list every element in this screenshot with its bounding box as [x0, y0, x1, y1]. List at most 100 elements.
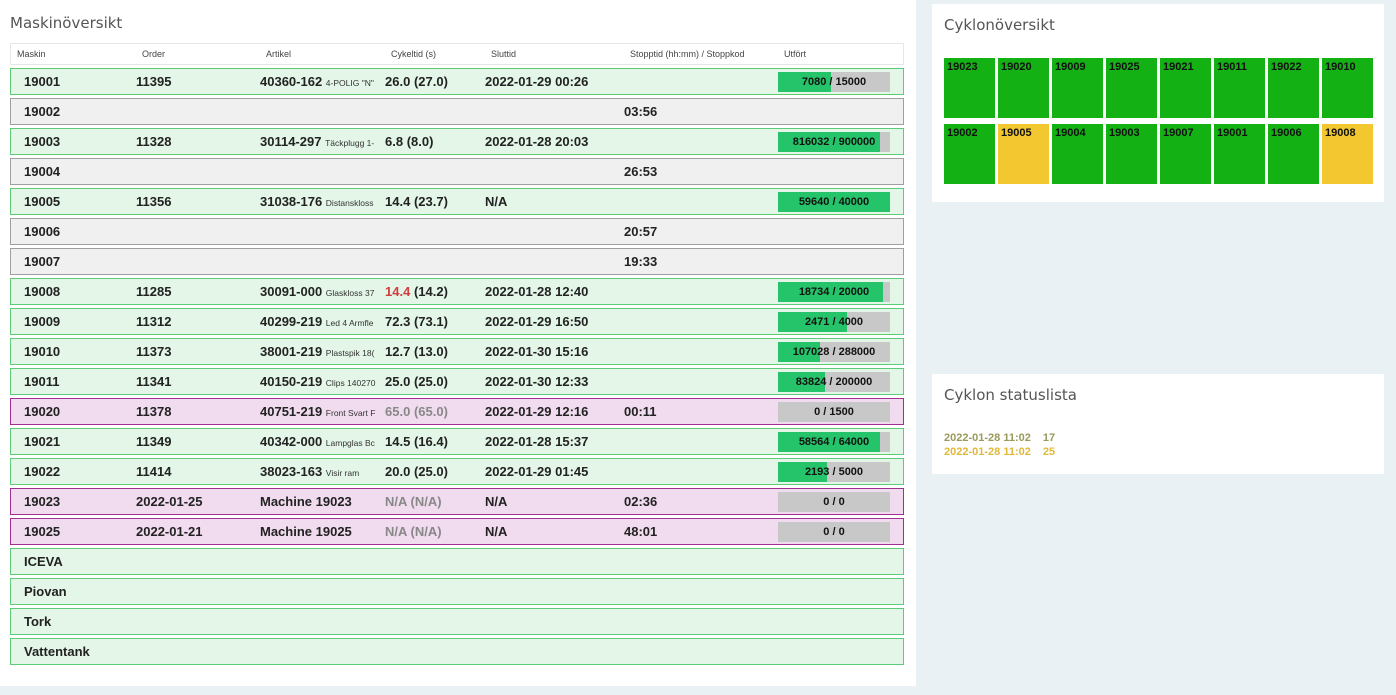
- cell-maskin: 19021: [10, 428, 136, 455]
- cell-artikel: 30091-000 Glaskloss 37: [260, 278, 385, 305]
- cell-sluttid: [485, 98, 624, 125]
- cell-order: [136, 218, 260, 245]
- cycle-time-reference: (16.4): [413, 434, 448, 449]
- cell-utfort: 2193 / 5000: [778, 458, 904, 485]
- cyclone-tile[interactable]: 19001: [1214, 124, 1265, 184]
- cyclone-tile[interactable]: 19004: [1052, 124, 1103, 184]
- machine-id: 19003: [24, 134, 61, 149]
- machine-row[interactable]: 19022 11414 38023-163 Visir ram 20.0 (25.0)…: [10, 458, 904, 485]
- machine-row[interactable]: 19006 20:57: [10, 218, 904, 245]
- order-number: 2022-01-25: [136, 494, 203, 509]
- cell-stopptid: [624, 428, 778, 455]
- cell-artikel: [260, 248, 385, 275]
- cell-cykeltid: 26.0 (27.0): [385, 68, 485, 95]
- cycle-time: N/A: [385, 494, 407, 509]
- cell-utfort: 58564 / 64000: [778, 428, 904, 455]
- machine-table: Maskin Order Artikel Cykeltid (s) Slutti…: [10, 40, 904, 668]
- progress-bar: 18734 / 20000: [778, 281, 890, 302]
- article-number: Machine 19025: [260, 524, 352, 539]
- cell-sluttid: N/A: [485, 488, 624, 515]
- machine-table-header: Maskin Order Artikel Cykeltid (s) Slutti…: [10, 43, 904, 65]
- cyclone-tile[interactable]: 19011: [1214, 58, 1265, 118]
- machine-row[interactable]: Tork: [10, 608, 904, 635]
- machine-row[interactable]: Vattentank: [10, 638, 904, 665]
- cyclone-status-panel: Cyklon statuslista 2022-01-28 11:02 17 202…: [932, 374, 1384, 474]
- cell-artikel: 40751-219 Front Svart F: [260, 398, 385, 425]
- order-number: 11285: [136, 284, 172, 299]
- cycle-time: 14.5: [385, 434, 411, 449]
- cell-stopptid: [624, 338, 778, 365]
- cyclone-tile[interactable]: 19002: [944, 124, 995, 184]
- order-number: 11349: [136, 434, 172, 449]
- cell-stopptid: 02:36: [624, 488, 778, 515]
- cyclone-tile[interactable]: 19005: [998, 124, 1049, 184]
- progress-text: 0 / 0: [823, 495, 845, 508]
- cyclone-tile[interactable]: 19010: [1322, 58, 1373, 118]
- machine-row[interactable]: 19002 03:56: [10, 98, 904, 125]
- cyclone-tile[interactable]: 19006: [1268, 124, 1319, 184]
- machine-row[interactable]: 19010 11373 38001-219 Plastspik 18(12.7 (1…: [10, 338, 904, 365]
- column-header-stopptid[interactable]: Stopptid (hh:mm) / Stoppkod: [624, 43, 778, 65]
- machine-row[interactable]: 19008 11285 30091-000 Glaskloss 37 14.4 (14…: [10, 278, 904, 305]
- cell-artikel: 40150-219 Clips 140270: [260, 368, 385, 395]
- cycle-time-reference: (25.0): [413, 464, 448, 479]
- cell-order: 2022-01-25: [136, 488, 260, 515]
- cell-cykeltid: [385, 158, 485, 185]
- machine-row[interactable]: 19011 11341 40150-219 Clips 140270 25.0 (25…: [10, 368, 904, 395]
- column-header-cykeltid[interactable]: Cykeltid (s): [385, 43, 485, 65]
- column-header-sluttid[interactable]: Sluttid: [485, 43, 624, 65]
- progress-bar: 59640 / 40000: [778, 191, 890, 212]
- cyclone-tile[interactable]: 19023: [944, 58, 995, 118]
- column-header-utfort[interactable]: Utfört: [778, 43, 904, 65]
- machine-row[interactable]: 19009 11312 40299-219 Led 4 Armfle 72.3 (73…: [10, 308, 904, 335]
- machine-row[interactable]: Piovan: [10, 578, 904, 605]
- machine-row[interactable]: 19003 11328 30114-297 Täckplugg 1- 6.8 (8.0…: [10, 128, 904, 155]
- progress-text: 2471 / 4000: [804, 315, 864, 328]
- cyclone-tile[interactable]: 19003: [1106, 124, 1157, 184]
- cell-maskin: 19003: [10, 128, 136, 155]
- cell-artikel: [260, 578, 385, 605]
- cell-order: [136, 158, 260, 185]
- cell-stopptid: [624, 308, 778, 335]
- cell-stopptid: 00:11: [624, 398, 778, 425]
- article-number: 38023-163: [260, 464, 323, 479]
- order-number: 11312: [136, 314, 172, 329]
- machine-row[interactable]: 19004 26:53: [10, 158, 904, 185]
- cycle-time-reference: (13.0): [413, 344, 448, 359]
- machine-row[interactable]: 19007 19:33: [10, 248, 904, 275]
- progress-text: 18734 / 20000: [798, 285, 870, 298]
- cycle-time: 14.4: [385, 284, 411, 299]
- progress-bar: 0 / 0: [778, 491, 890, 512]
- cell-maskin: Tork: [10, 608, 136, 635]
- cyclone-tile[interactable]: 19020: [998, 58, 1049, 118]
- cell-artikel: 40360-162 4-POLIG "N": [260, 68, 385, 95]
- cell-utfort: 7080 / 15000: [778, 68, 904, 95]
- machine-row[interactable]: 19020 11378 40751-219 Front Svart F 65.0 (6…: [10, 398, 904, 425]
- progress-fill: [778, 71, 831, 92]
- cyclone-tile[interactable]: 19021: [1160, 58, 1211, 118]
- cell-order: [136, 578, 260, 605]
- status-value: 17: [1042, 432, 1056, 444]
- progress-bar: 2193 / 5000: [778, 461, 890, 482]
- cyclone-grid-row-2: 19002 19005 19004 19003 19007 19001 19006 19008: [944, 124, 1373, 184]
- cell-utfort: 816032 / 900000: [778, 128, 904, 155]
- cell-cykeltid: [385, 638, 485, 665]
- cyclone-tile[interactable]: 19025: [1106, 58, 1157, 118]
- progress-bar: 107028 / 288000: [778, 341, 890, 362]
- machine-row[interactable]: ICEVA: [10, 548, 904, 575]
- cyclone-tile[interactable]: 19009: [1052, 58, 1103, 118]
- column-header-order[interactable]: Order: [136, 43, 260, 65]
- column-header-artikel[interactable]: Artikel: [260, 43, 385, 65]
- cyclone-tile[interactable]: 19007: [1160, 124, 1211, 184]
- machine-row[interactable]: 19023 2022-01-25 Machine 19023 N/A (N/A) N/A…: [10, 488, 904, 515]
- machine-row[interactable]: 19001 11395 40360-162 4-POLIG "N" 26.0 (27.…: [10, 68, 904, 95]
- machine-row[interactable]: 19021 11349 40342-000 Lampglas Bc 14.5 (16.…: [10, 428, 904, 455]
- cyclone-tile[interactable]: 19022: [1268, 58, 1319, 118]
- machine-id: 19021: [24, 434, 61, 449]
- cell-stopptid: [624, 458, 778, 485]
- cyclone-tile[interactable]: 19008: [1322, 124, 1373, 184]
- machine-row[interactable]: 19005 11356 31038-176 Distanskloss 14.4 (23…: [10, 188, 904, 215]
- machine-row[interactable]: 19025 2022-01-21 Machine 19025 N/A (N/A) N/A…: [10, 518, 904, 545]
- column-header-maskin[interactable]: Maskin: [10, 43, 136, 65]
- cell-cykeltid: 14.5 (16.4): [385, 428, 485, 455]
